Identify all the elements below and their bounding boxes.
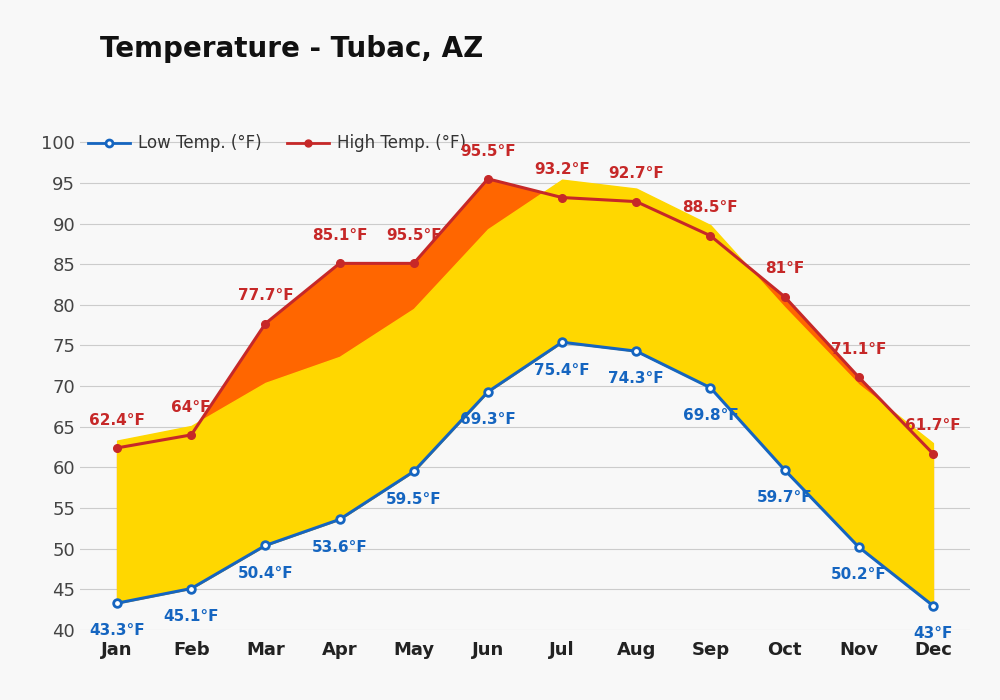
Text: 64°F: 64°F — [172, 400, 211, 414]
Low Temp. (°F) — [630, 347, 642, 356]
Text: 71.1°F: 71.1°F — [831, 342, 886, 357]
Low Temp. (°F) — [185, 584, 197, 593]
Low Temp. (°F) — [779, 466, 791, 474]
Text: 69.3°F: 69.3°F — [460, 412, 516, 427]
Text: 59.7°F: 59.7°F — [757, 490, 812, 505]
Text: 77.7°F: 77.7°F — [238, 288, 293, 303]
Text: 88.5°F: 88.5°F — [683, 200, 738, 216]
Low Temp. (°F) — [853, 543, 865, 552]
High Temp. (°F) — [556, 193, 568, 202]
Text: 43°F: 43°F — [913, 626, 953, 641]
Low Temp. (°F) — [334, 515, 346, 524]
High Temp. (°F) — [408, 259, 420, 267]
High Temp. (°F) — [630, 197, 642, 206]
Text: 93.2°F: 93.2°F — [534, 162, 590, 177]
Text: 45.1°F: 45.1°F — [164, 609, 219, 624]
Line: High Temp. (°F): High Temp. (°F) — [113, 175, 937, 457]
Legend: Low Temp. (°F), High Temp. (°F): Low Temp. (°F), High Temp. (°F) — [88, 134, 466, 153]
Text: 50.4°F: 50.4°F — [238, 566, 293, 581]
Text: 62.4°F: 62.4°F — [89, 412, 145, 428]
High Temp. (°F) — [259, 319, 271, 328]
Low Temp. (°F) — [704, 384, 716, 392]
Text: 53.6°F: 53.6°F — [312, 540, 367, 555]
Low Temp. (°F) — [259, 541, 271, 550]
High Temp. (°F) — [111, 444, 123, 452]
Text: 75.4°F: 75.4°F — [534, 363, 590, 377]
High Temp. (°F) — [334, 259, 346, 267]
High Temp. (°F) — [927, 449, 939, 458]
Text: 43.3°F: 43.3°F — [89, 624, 145, 638]
High Temp. (°F) — [482, 174, 494, 183]
Text: 92.7°F: 92.7°F — [608, 167, 664, 181]
High Temp. (°F) — [779, 293, 791, 301]
High Temp. (°F) — [185, 430, 197, 439]
Low Temp. (°F) — [408, 468, 420, 476]
High Temp. (°F) — [704, 232, 716, 240]
Text: 69.8°F: 69.8°F — [683, 408, 738, 423]
Low Temp. (°F) — [556, 338, 568, 346]
Text: Temperature - Tubac, AZ: Temperature - Tubac, AZ — [100, 35, 483, 63]
Low Temp. (°F) — [482, 388, 494, 396]
Text: 95.5°F: 95.5°F — [460, 144, 516, 158]
Low Temp. (°F) — [111, 599, 123, 608]
Text: 81°F: 81°F — [765, 261, 804, 277]
Text: 50.2°F: 50.2°F — [831, 568, 887, 582]
Text: 95.5°F: 95.5°F — [386, 228, 442, 243]
Text: 85.1°F: 85.1°F — [312, 228, 367, 243]
Line: Low Temp. (°F): Low Temp. (°F) — [113, 338, 937, 610]
Low Temp. (°F) — [927, 601, 939, 610]
Text: 61.7°F: 61.7°F — [905, 419, 961, 433]
High Temp. (°F) — [853, 373, 865, 382]
Text: 59.5°F: 59.5°F — [386, 492, 442, 507]
Text: 74.3°F: 74.3°F — [608, 372, 664, 386]
